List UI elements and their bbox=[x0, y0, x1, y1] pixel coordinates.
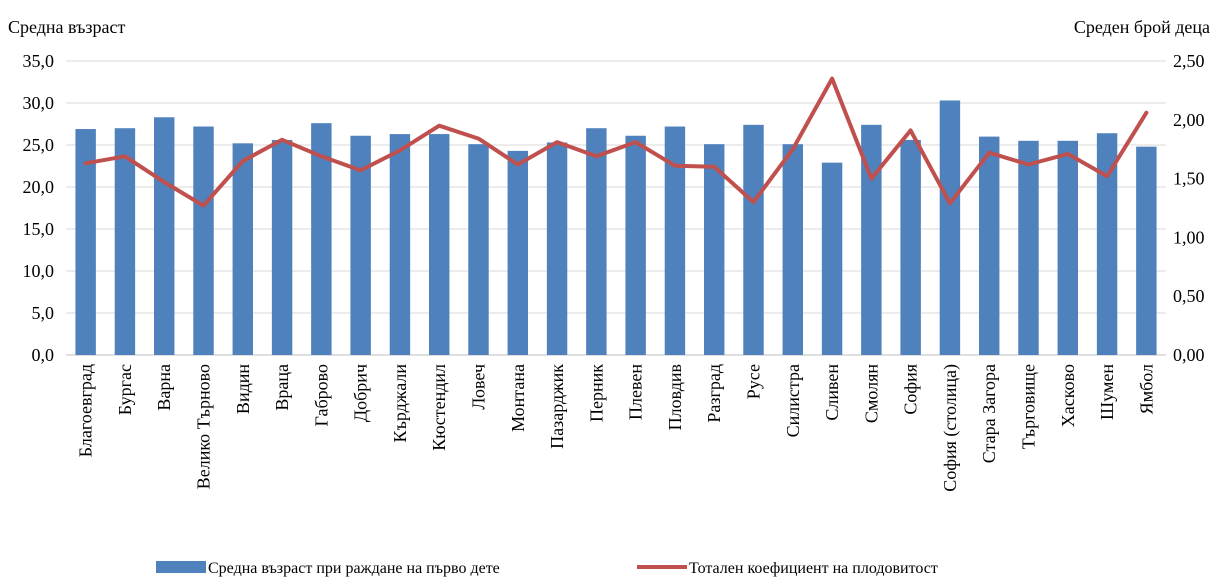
left-axis-ticks: 0,0 5,0 10,0 15,0 20,0 25,0 30,0 35,0 bbox=[23, 51, 55, 365]
bar bbox=[1057, 140, 1078, 355]
category-label: Сливен bbox=[822, 364, 842, 421]
bar bbox=[704, 144, 725, 355]
category-label: Плевен bbox=[626, 364, 646, 420]
category-label: Стара Загора bbox=[979, 364, 999, 463]
category-label: Кърджали bbox=[390, 364, 410, 443]
left-tick-label: 30,0 bbox=[23, 93, 55, 113]
bar-series bbox=[75, 100, 1157, 356]
bar bbox=[114, 128, 136, 355]
bar bbox=[389, 134, 411, 355]
bar bbox=[232, 143, 253, 355]
right-tick-label: 1,00 bbox=[1173, 227, 1205, 247]
right-axis-title: Среден брой деца bbox=[1074, 17, 1210, 37]
category-label: Добрич bbox=[351, 364, 371, 422]
bar bbox=[193, 126, 214, 356]
fertility-line bbox=[83, 76, 1149, 208]
category-label: Пловдив bbox=[665, 364, 685, 430]
left-tick-label: 0,0 bbox=[32, 345, 55, 365]
right-tick-label: 1,50 bbox=[1173, 169, 1205, 189]
category-label: Смолян bbox=[861, 364, 881, 423]
gridlines bbox=[66, 60, 1166, 356]
left-tick-label: 5,0 bbox=[32, 303, 55, 323]
bar bbox=[271, 139, 293, 355]
right-tick-label: 2,50 bbox=[1173, 51, 1205, 71]
category-label: Ямбол bbox=[1136, 364, 1156, 414]
left-axis-title: Средна възраст bbox=[8, 17, 125, 37]
bar bbox=[821, 162, 843, 355]
bar bbox=[350, 135, 371, 355]
bar bbox=[1096, 133, 1118, 355]
category-label: Варна bbox=[154, 364, 174, 411]
bar bbox=[664, 126, 686, 356]
category-label: Бургас bbox=[115, 364, 135, 415]
bar bbox=[154, 117, 175, 355]
category-label: Монтана bbox=[508, 364, 528, 432]
bar bbox=[507, 150, 528, 355]
right-tick-label: 0,00 bbox=[1173, 345, 1205, 365]
bar bbox=[311, 123, 332, 355]
category-label: Благоевград bbox=[76, 364, 96, 457]
left-tick-label: 10,0 bbox=[23, 261, 55, 281]
category-label: Търговище bbox=[1019, 364, 1039, 449]
category-label: Разград bbox=[704, 364, 724, 423]
bar bbox=[625, 135, 646, 355]
legend-bar-swatch bbox=[156, 561, 206, 573]
category-labels: Благоевград Бургас Варна Велико Търново Види… bbox=[76, 364, 1157, 492]
legend: Средна възраст при раждане на първо дете… bbox=[156, 560, 938, 577]
category-label: Силистра bbox=[783, 364, 803, 437]
right-axis-ticks: 0,00 0,50 1,00 1,50 2,00 2,50 bbox=[1173, 51, 1205, 365]
category-label: Враца bbox=[272, 364, 292, 411]
bar bbox=[861, 124, 882, 355]
category-label: Пазарджик bbox=[547, 364, 567, 449]
bar bbox=[782, 144, 803, 355]
category-label: София bbox=[901, 364, 921, 415]
bar bbox=[546, 142, 568, 355]
left-tick-label: 20,0 bbox=[23, 177, 55, 197]
category-label: Видин bbox=[233, 364, 253, 414]
category-label: Хасково bbox=[1058, 364, 1078, 427]
category-label: Перник bbox=[586, 364, 606, 422]
bar bbox=[900, 139, 921, 355]
left-tick-label: 25,0 bbox=[23, 135, 55, 155]
legend-line-label: Тотален коефициент на плодовитост bbox=[689, 560, 938, 577]
bar bbox=[75, 129, 96, 355]
category-label: Габрово bbox=[311, 364, 331, 426]
bar bbox=[939, 100, 961, 355]
category-label: Русе bbox=[744, 364, 764, 399]
bar bbox=[586, 128, 607, 355]
bar bbox=[1018, 140, 1039, 355]
category-label: Ловеч bbox=[469, 364, 489, 410]
bar bbox=[743, 124, 764, 355]
category-label: София (столица) bbox=[940, 364, 961, 492]
right-tick-label: 2,00 bbox=[1173, 110, 1205, 130]
category-label: Шумен bbox=[1097, 364, 1117, 420]
category-label: Кюстендил bbox=[429, 364, 449, 451]
category-label: Велико Търново bbox=[194, 364, 214, 489]
legend-bar-label: Средна възраст при раждане на първо дете bbox=[208, 560, 500, 577]
bar bbox=[1136, 146, 1157, 355]
bar bbox=[468, 144, 489, 355]
line-series bbox=[83, 76, 1149, 208]
left-tick-label: 15,0 bbox=[23, 219, 55, 239]
bar bbox=[429, 134, 450, 355]
bar bbox=[979, 136, 1000, 355]
left-tick-label: 35,0 bbox=[23, 51, 55, 71]
right-tick-label: 0,50 bbox=[1173, 286, 1205, 306]
